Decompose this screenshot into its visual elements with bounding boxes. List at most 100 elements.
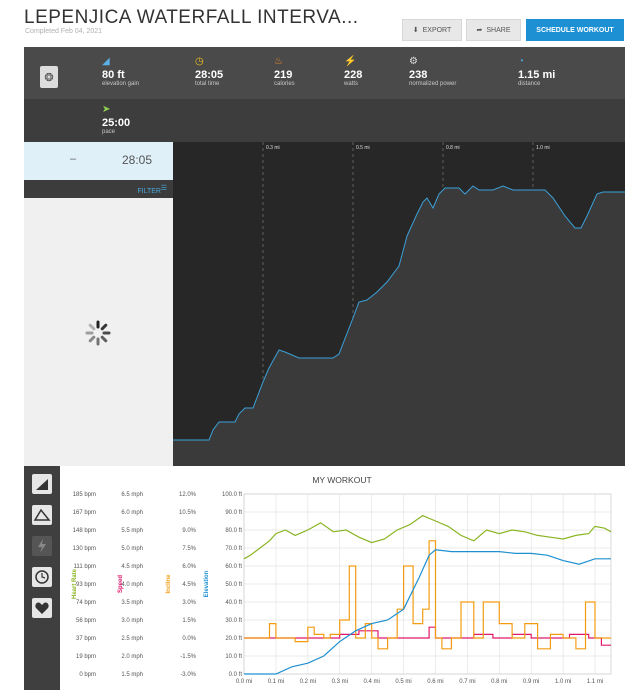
- profile-marker-label: 0.3 mi: [266, 145, 280, 151]
- y-tick-label: 3.5 mph: [121, 600, 143, 606]
- share-button[interactable]: ➦ SHARE: [466, 19, 521, 41]
- time-metric-button[interactable]: [32, 567, 52, 587]
- stat-label: pace: [102, 129, 116, 135]
- x-tick-label: 1.0 mi: [555, 679, 571, 685]
- profile-line: [173, 185, 625, 441]
- y-tick-label: 3.0%: [182, 600, 196, 606]
- y-tick-label: 5.5 mph: [121, 528, 143, 534]
- series-line-incline: [244, 540, 611, 650]
- y-tick-label: 10.5%: [179, 510, 197, 516]
- y-tick-label: 148 bpm: [73, 528, 96, 534]
- stopwatch-icon: ◷: [195, 56, 204, 67]
- x-tick-label: 0.8 mi: [491, 679, 507, 685]
- flame-icon: ♨: [274, 56, 283, 67]
- y-tick-label: 111 bpm: [74, 564, 96, 570]
- y-tick-label: 130 bpm: [73, 546, 96, 552]
- dial-icon: ⚙: [409, 56, 418, 67]
- y-tick-label: 6.0 mph: [121, 510, 143, 516]
- profile-fill: [173, 186, 625, 466]
- stat-value: 25:00: [102, 117, 131, 129]
- stat-elevation-gain: ◢ 80 ft elevation gain: [102, 57, 139, 88]
- filter-button[interactable]: FILTER ☰: [137, 185, 167, 195]
- y-tick-label: 0.0%: [182, 636, 196, 642]
- y-tick-label: 90.0 ft: [225, 510, 242, 516]
- incline-icon: [33, 508, 51, 521]
- y-tick-label: 100.0 ft: [222, 492, 242, 498]
- y-tick-label: 4.0 mph: [121, 582, 143, 588]
- x-tick-label: 0.5 mi: [395, 679, 411, 685]
- axis-name: Elevation: [204, 570, 210, 597]
- page-subtitle: Completed Feb 04, 2021: [25, 28, 103, 35]
- elevation-icon: [36, 479, 48, 490]
- series-line-speed: [244, 626, 611, 646]
- stat-watts: ⚡ 228 watts: [344, 57, 362, 88]
- export-button[interactable]: ⬇ EXPORT: [402, 19, 462, 41]
- x-tick-label: 0.7 mi: [459, 679, 475, 685]
- x-tick-label: 0.3 mi: [332, 679, 348, 685]
- y-tick-label: 1.5%: [182, 618, 196, 624]
- export-label: EXPORT: [422, 26, 452, 34]
- x-tick-label: 0.4 mi: [363, 679, 379, 685]
- x-tick-label: 0.6 mi: [427, 679, 443, 685]
- profile-marker-label: 1.0 mi: [536, 145, 550, 151]
- stat-value: 219: [274, 69, 293, 81]
- y-tick-label: -3.0%: [180, 672, 196, 678]
- workout-chart-panel: [24, 466, 625, 690]
- elevation-metric-button[interactable]: [32, 474, 52, 494]
- bolt-icon: [38, 539, 46, 553]
- elevation-icon: ◢: [102, 56, 110, 67]
- x-tick-label: 0.0 mi: [236, 679, 252, 685]
- axis-name: Heart Rate: [72, 568, 78, 599]
- stat-label: total time: [195, 81, 220, 87]
- medal-icon: ❂: [40, 66, 58, 88]
- stat-label: watts: [344, 81, 359, 87]
- x-tick-label: 0.9 mi: [523, 679, 539, 685]
- chart-metric-sidebar: [24, 466, 60, 690]
- y-tick-label: 80.0 ft: [225, 528, 242, 534]
- power-metric-button[interactable]: [32, 536, 52, 556]
- incline-metric-button[interactable]: [32, 505, 52, 525]
- share-icon: ➦: [476, 27, 483, 34]
- stats-bar: ❂ ◢ 80 ft elevation gain ◷ 28:05 total t…: [24, 47, 625, 142]
- stat-label: distance: [518, 81, 541, 87]
- y-tick-label: 2.5 mph: [121, 636, 143, 642]
- y-tick-label: 30.0 ft: [225, 618, 242, 624]
- y-tick-label: 37 bpm: [76, 636, 96, 642]
- y-tick-label: 6.5 mph: [121, 492, 143, 498]
- stat-distance: ◔ 1.15 mi distance: [518, 57, 555, 88]
- elevation-profile[interactable]: 0.3 mi 0.5 mi 0.8 mi 1.0 mi: [173, 142, 625, 466]
- stat-value: 80 ft: [102, 69, 125, 81]
- distance-icon: ◔: [518, 56, 525, 67]
- y-tick-label: 20.0 ft: [225, 636, 242, 642]
- chart-title: MY WORKOUT: [312, 475, 371, 485]
- clock-icon: [35, 570, 49, 584]
- y-tick-label: 0.0 ft: [229, 672, 243, 678]
- profile-marker-label: 0.5 mi: [356, 145, 370, 151]
- my-workout-chart[interactable]: MY WORKOUT 0.0 mi 0.1 mi 0.2 mi 0.3 mi 0.4 m…: [60, 466, 625, 690]
- series-line-elevation: [244, 549, 611, 675]
- stat-label: normalized power: [409, 81, 457, 87]
- y-tick-label: 9.0%: [182, 528, 196, 534]
- bolt-icon: ⚡: [344, 56, 357, 67]
- loading-spinner-icon: [85, 320, 111, 346]
- y-tick-label: 4.5%: [182, 582, 196, 588]
- axis-name: Speed: [118, 575, 124, 593]
- y-tick-label: 6.0%: [182, 564, 196, 570]
- stat-label: calories: [274, 81, 295, 87]
- y-tick-label: -1.5%: [180, 654, 196, 660]
- y-tick-label: 167 bpm: [73, 510, 96, 516]
- axis-name: Incline: [166, 574, 172, 594]
- series-line-heart-rate: [243, 514, 612, 560]
- x-tick-label: 1.1 mi: [587, 679, 603, 685]
- lap-time: 28:05: [122, 153, 153, 167]
- schedule-workout-button[interactable]: SCHEDULE WORKOUT: [526, 19, 624, 41]
- page-header: LEPENJICA WATERFALL INTERVA... Completed…: [0, 0, 642, 44]
- lap-summary-row[interactable]: [24, 142, 173, 180]
- y-tick-label: 1.5 mph: [121, 672, 143, 678]
- page-title: LEPENJICA WATERFALL INTERVA...: [24, 7, 359, 28]
- stat-pace: ➤ 25:00 pace: [102, 105, 130, 136]
- lap-dash: –: [70, 153, 77, 165]
- plot-frame: [243, 493, 612, 675]
- stat-value: 238: [409, 69, 428, 81]
- heart-rate-metric-button[interactable]: [32, 598, 52, 618]
